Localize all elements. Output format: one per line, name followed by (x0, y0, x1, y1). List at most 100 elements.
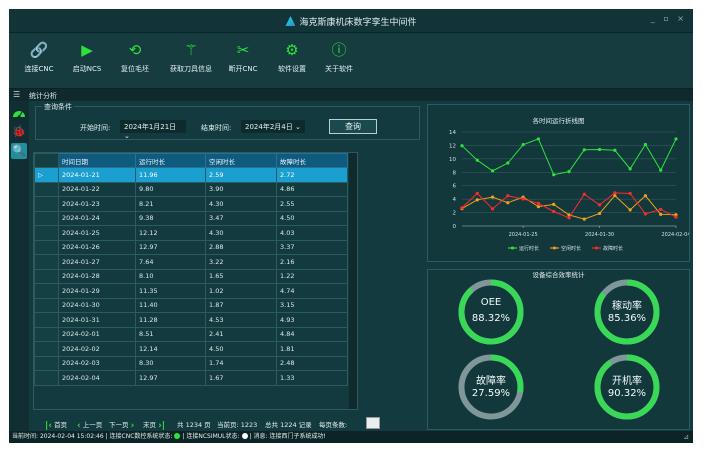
table-cell[interactable]: 12.97 (135, 239, 206, 255)
connect-cnc-button[interactable]: 🔗 连接CNC (9, 40, 69, 74)
query-button[interactable]: 查询 (329, 119, 377, 134)
table-cell[interactable]: 8.10 (135, 268, 206, 284)
table-cell[interactable]: 1.22 (276, 268, 348, 284)
table-cell[interactable]: 2024-01-25 (58, 225, 136, 241)
table-cell[interactable]: 4.86 (276, 181, 348, 197)
resize-grip-icon[interactable]: ⊿ (683, 433, 689, 441)
table-row[interactable]: 2024-01-24 9.38 3.47 4.50 (34, 210, 348, 226)
row-header[interactable] (34, 355, 59, 371)
table-cell[interactable]: 8.30 (135, 355, 206, 371)
page-size-select[interactable] (366, 417, 380, 429)
table-cell[interactable]: 4.50 (205, 341, 277, 357)
row-header[interactable] (34, 312, 59, 328)
sidebar-debug[interactable]: 🐞 (11, 124, 27, 140)
table-cell[interactable]: 2024-01-29 (58, 283, 136, 299)
table-row[interactable]: 2024-01-30 11.40 1.87 3.15 (34, 297, 348, 313)
menu-icon[interactable]: ☰ (13, 90, 21, 99)
row-header[interactable] (34, 225, 59, 241)
tab-statistics[interactable]: 统计分析 (29, 92, 57, 100)
prev-page-button[interactable]: ‹ 上一页 (77, 419, 102, 431)
table-cell[interactable]: 2.41 (205, 326, 277, 342)
table-cell[interactable]: 11.40 (135, 297, 206, 313)
row-header[interactable] (34, 370, 59, 386)
sidebar-dashboard[interactable] (11, 105, 27, 121)
row-header[interactable] (34, 268, 59, 284)
start-ncs-button[interactable]: ▶ 启动NCS (57, 40, 117, 74)
table-cell[interactable]: 2.48 (276, 355, 348, 371)
table-cell[interactable]: 4.84 (276, 326, 348, 342)
table-row[interactable]: 2024-01-28 8.10 1.65 1.22 (34, 268, 348, 284)
next-page-button[interactable]: 下一页 › (109, 419, 134, 431)
table-cell[interactable]: 12.97 (135, 370, 206, 386)
table-cell[interactable]: 1.33 (276, 370, 348, 386)
tool-info-button[interactable]: ⚚ 获取刀具信息 (161, 40, 221, 74)
table-cell[interactable]: 2.59 (205, 167, 277, 183)
row-header[interactable] (34, 196, 59, 212)
row-header[interactable] (34, 239, 59, 255)
row-header[interactable] (34, 210, 59, 226)
table-cell[interactable]: 2024-01-31 (58, 312, 136, 328)
row-header[interactable] (34, 181, 59, 197)
table-cell[interactable]: 2024-01-26 (58, 239, 136, 255)
table-cell[interactable]: 2.16 (276, 254, 348, 270)
col-run[interactable]: 运行时长 (135, 153, 206, 168)
table-cell[interactable]: 2024-02-03 (58, 355, 136, 371)
table-cell[interactable]: 2024-01-22 (58, 181, 136, 197)
col-fault[interactable]: 故障时长 (276, 153, 348, 168)
disconnect-cnc-button[interactable]: ✂ 断开CNC (213, 40, 273, 74)
table-cell[interactable]: 11.96 (135, 167, 206, 183)
table-row[interactable]: 2024-01-27 7.64 3.22 2.16 (34, 254, 348, 270)
table-row[interactable]: 2024-01-29 11.35 1.02 4.74 (34, 283, 348, 299)
table-row[interactable]: ▷ 2024-01-21 11.96 2.59 2.72 (34, 167, 348, 183)
table-row[interactable]: 2024-01-23 8.21 4.30 2.55 (34, 196, 348, 212)
table-cell[interactable]: 4.03 (276, 225, 348, 241)
table-cell[interactable]: 3.37 (276, 239, 348, 255)
table-cell[interactable]: 1.87 (205, 297, 277, 313)
settings-button[interactable]: ⚙ 软件设置 (262, 40, 322, 74)
table-cell[interactable]: 4.53 (205, 312, 277, 328)
row-header[interactable]: ▷ (34, 167, 59, 183)
table-cell[interactable]: 9.80 (135, 181, 206, 197)
last-page-button[interactable]: 末页 ›| (143, 419, 165, 431)
table-cell[interactable]: 1.02 (205, 283, 277, 299)
table-cell[interactable]: 4.50 (276, 210, 348, 226)
table-cell[interactable]: 2024-01-28 (58, 268, 136, 284)
reset-blank-button[interactable]: ⟲ 复位毛坯 (105, 40, 165, 74)
about-button[interactable]: ⓘ 关于软件 (309, 40, 369, 74)
table-cell[interactable]: 1.65 (205, 268, 277, 284)
table-cell[interactable]: 2024-02-04 (58, 370, 136, 386)
table-cell[interactable]: 11.35 (135, 283, 206, 299)
row-header[interactable] (34, 254, 59, 270)
table-cell[interactable]: 4.93 (276, 312, 348, 328)
table-cell[interactable]: 1.81 (276, 341, 348, 357)
table-cell[interactable]: 1.74 (205, 355, 277, 371)
table-row[interactable]: 2024-02-04 12.97 1.67 1.33 (34, 370, 348, 386)
table-cell[interactable]: 2024-01-27 (58, 254, 136, 270)
table-cell[interactable]: 2.72 (276, 167, 348, 183)
table-cell[interactable]: 2024-02-02 (58, 341, 136, 357)
table-row[interactable]: 2024-02-02 12.14 4.50 1.81 (34, 341, 348, 357)
window-controls[interactable]: _ ▫ × (650, 14, 687, 23)
col-idle[interactable]: 空闲时长 (205, 153, 277, 168)
table-row[interactable]: 2024-01-25 12.12 4.30 4.03 (34, 225, 348, 241)
table-cell[interactable]: 3.90 (205, 181, 277, 197)
table-cell[interactable]: 4.30 (205, 225, 277, 241)
table-cell[interactable]: 2.55 (276, 196, 348, 212)
table-cell[interactable]: 2024-01-30 (58, 297, 136, 313)
table-cell[interactable]: 12.14 (135, 341, 206, 357)
row-header[interactable] (34, 297, 59, 313)
table-cell[interactable]: 7.64 (135, 254, 206, 270)
table-cell[interactable]: 11.28 (135, 312, 206, 328)
table-cell[interactable]: 4.74 (276, 283, 348, 299)
table-cell[interactable]: 12.12 (135, 225, 206, 241)
table-cell[interactable]: 2024-02-01 (58, 326, 136, 342)
table-row[interactable]: 2024-01-26 12.97 2.88 3.37 (34, 239, 348, 255)
table-row[interactable]: 2024-01-31 11.28 4.53 4.93 (34, 312, 348, 328)
table-cell[interactable]: 2024-01-23 (58, 196, 136, 212)
table-row[interactable]: 2024-02-03 8.30 1.74 2.48 (34, 355, 348, 371)
row-header[interactable] (34, 341, 59, 357)
table-cell[interactable]: 3.22 (205, 254, 277, 270)
table-cell[interactable]: 3.47 (205, 210, 277, 226)
table-cell[interactable]: 4.30 (205, 196, 277, 212)
vertical-scrollbar[interactable] (349, 153, 357, 409)
